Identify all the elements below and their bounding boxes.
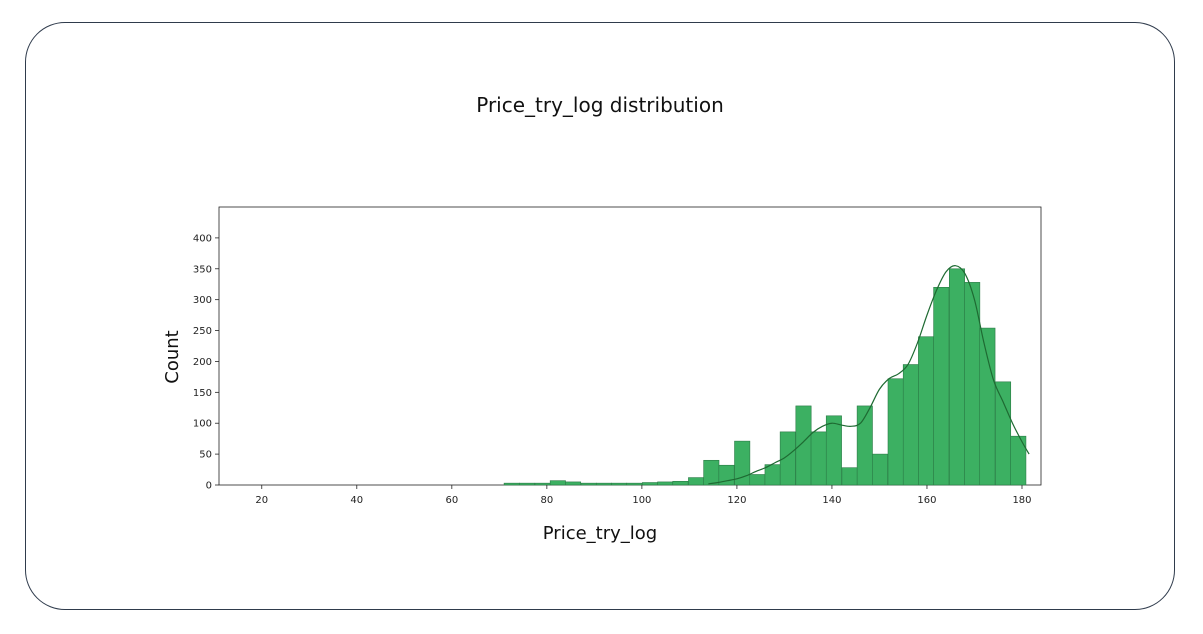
y-tick-label: 150 (193, 388, 212, 399)
x-axis: 20 40 60 80 100 120 140 160 180 (255, 485, 1032, 506)
x-tick-label: 180 (1012, 495, 1031, 506)
x-tick-label: 20 (255, 495, 268, 506)
histogram-bar (856, 405, 873, 486)
histogram-bar (918, 336, 935, 486)
histogram-bar (626, 482, 643, 486)
x-tick-label: 80 (540, 495, 553, 506)
y-tick-label: 250 (193, 326, 212, 337)
histogram-bar (611, 482, 628, 486)
histogram-bar (933, 287, 950, 486)
histogram-bar (995, 381, 1012, 486)
chart-card (25, 22, 1175, 610)
histogram-bar (825, 415, 842, 486)
y-axis-label: Count (162, 330, 183, 383)
x-tick-label: 40 (350, 495, 363, 506)
kde-line (708, 265, 1030, 485)
histogram-bar (688, 477, 705, 486)
y-tick-label: 400 (193, 233, 212, 244)
histogram-bar (948, 268, 965, 486)
x-tick-label: 160 (917, 495, 936, 506)
y-tick-label: 350 (193, 264, 212, 275)
histogram-bar (902, 364, 919, 486)
y-tick-label: 0 (206, 481, 212, 492)
histogram-bar (565, 481, 582, 486)
y-tick-label: 50 (199, 450, 212, 461)
histogram-bar (580, 482, 597, 486)
histogram-bar (534, 482, 551, 486)
histogram-bar (734, 440, 751, 486)
histogram-bar (518, 482, 535, 486)
y-tick-label: 100 (193, 419, 212, 430)
histogram-bar (703, 459, 720, 486)
histogram-bar (887, 378, 904, 486)
x-tick-label: 120 (727, 495, 746, 506)
histogram-bar (810, 431, 827, 486)
histogram-bar (872, 453, 888, 486)
histogram-bar (642, 482, 659, 486)
chart-title: Price_try_log distribution (476, 93, 724, 117)
histogram-bar (657, 481, 674, 486)
histogram-bar (779, 431, 796, 486)
x-tick-label: 60 (445, 495, 458, 506)
histogram-bar (764, 464, 781, 486)
histogram-bar (672, 480, 689, 486)
x-tick-label: 140 (822, 495, 841, 506)
histogram-bar (841, 467, 858, 486)
x-axis-label: Price_try_log (543, 523, 657, 544)
histogram-bar (1010, 435, 1027, 486)
y-tick-label: 200 (193, 357, 212, 368)
histogram-bar (549, 480, 566, 486)
histogram-bar (749, 474, 766, 486)
histogram-bar (979, 327, 996, 486)
x-tick-label: 100 (632, 495, 651, 506)
y-axis: 0 50 100 150 200 250 300 350 400 (193, 233, 219, 492)
histogram-bar (503, 482, 520, 486)
y-tick-label: 300 (193, 295, 212, 306)
bars-group (503, 268, 1027, 486)
histogram-bar (595, 482, 612, 486)
histogram-bar (795, 405, 812, 486)
